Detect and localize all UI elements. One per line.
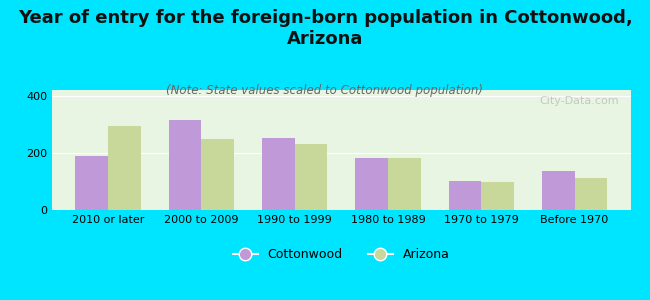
Text: City-Data.com: City-Data.com bbox=[540, 96, 619, 106]
Bar bbox=[202, 139, 234, 210]
Bar bbox=[542, 171, 575, 210]
Bar bbox=[448, 182, 481, 210]
Bar bbox=[168, 120, 202, 210]
Bar bbox=[108, 126, 140, 210]
Bar bbox=[481, 182, 514, 210]
Text: (Note: State values scaled to Cottonwood population): (Note: State values scaled to Cottonwood… bbox=[166, 84, 484, 97]
Bar bbox=[294, 144, 327, 210]
Bar bbox=[75, 156, 108, 210]
Text: Year of entry for the foreign-born population in Cottonwood,
Arizona: Year of entry for the foreign-born popul… bbox=[18, 9, 632, 48]
Bar bbox=[262, 138, 294, 210]
Bar bbox=[575, 178, 607, 210]
Bar bbox=[356, 158, 388, 210]
Bar bbox=[388, 158, 421, 210]
Legend: Cottonwood, Arizona: Cottonwood, Arizona bbox=[227, 243, 455, 266]
